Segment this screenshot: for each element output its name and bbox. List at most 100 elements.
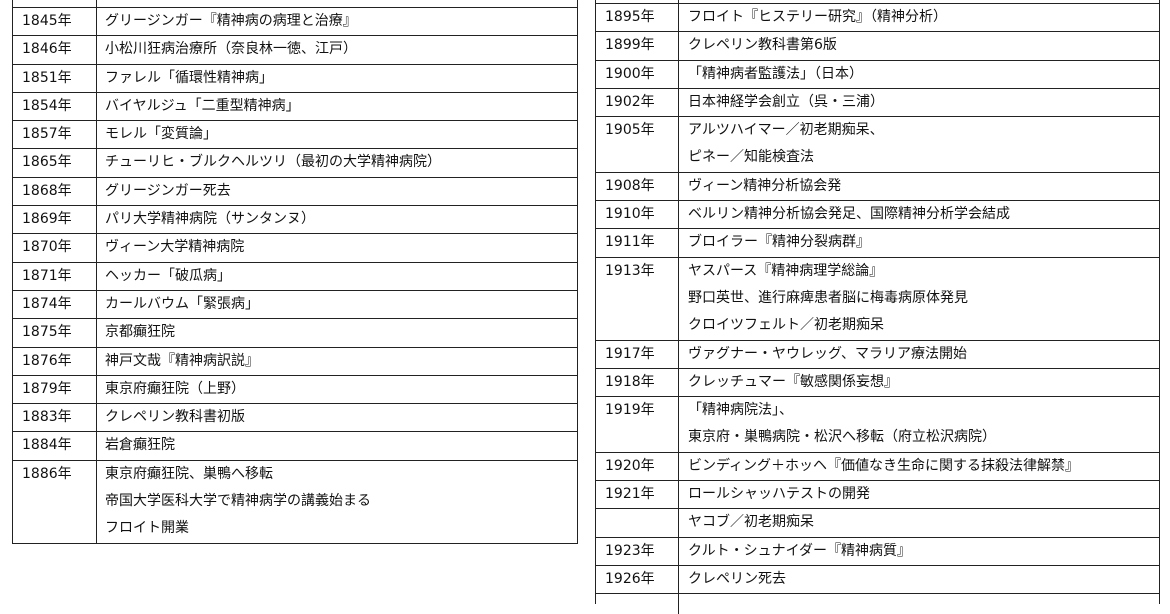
event-cell: クレッチュマー『敏感関係妄想』 (680, 369, 898, 396)
column-divider (678, 594, 679, 614)
event-cell: 岩倉癲狂院 (97, 432, 175, 459)
year-cell: 1895年 (605, 9, 655, 25)
year-cell: 1905年 (605, 122, 655, 139)
event-text: 日本神経学会創立（呉・三浦） (688, 93, 884, 110)
event-text: 東京府癲狂院、巣鴨へ移転 (105, 465, 273, 482)
event-text: 東京府癲狂院（上野） (105, 380, 245, 397)
table-row: 1876年 神戸文哉『精神病訳説』 (13, 347, 577, 376)
year-cell: 1868年 (22, 182, 72, 199)
column-divider (96, 432, 97, 460)
column-divider (678, 229, 679, 257)
event-text: ファレル「循環性精神病」 (105, 69, 273, 86)
event-cell: チューリヒ・ブルクヘルツリ（最初の大学精神病院） (97, 149, 441, 176)
year-cell: 1857年 (22, 126, 72, 143)
year-cell: 1913年 (605, 262, 655, 279)
event-text: フロイト開業 (105, 520, 189, 537)
table-row: 1923年 クルト・シュナイダー『精神病質』 (596, 537, 1159, 566)
column-divider (96, 375, 97, 404)
table-row: 1917年 ヴァグナー・ヤウレッグ、マラリア療法開始 (596, 340, 1159, 369)
timeline-table-left: 1845年 グリージンガー『精神病の病理と治療』 1846年 小松川狂病治療所（奈良林… (12, 0, 578, 544)
table-row: 1851年 ファレル「循環性精神病」 (13, 64, 577, 93)
year-cell: 1851年 (22, 69, 72, 86)
year-cell: 1879年 (22, 380, 72, 397)
column-divider (678, 509, 679, 537)
event-text: グリージンガー死去 (105, 182, 231, 199)
table-row: 1874年 カールバウム「緊張病」 (13, 290, 577, 320)
table-top-continuation (13, 0, 577, 8)
event-text: ブロイラー『精神分裂病群』 (688, 234, 870, 251)
year-cell: 1876年 (22, 352, 72, 369)
column-divider (678, 88, 679, 117)
event-text: クレペリン教科書第6版 (688, 37, 837, 54)
event-cell: カールバウム「緊張病」 (97, 291, 259, 318)
table-row: 1869年 パリ大学精神病院（サンタンヌ） (13, 206, 577, 235)
table-row: 1879年 東京府癲狂院（上野） (13, 375, 577, 405)
column-divider (678, 368, 679, 397)
event-text: ヴァグナー・ヤウレッグ、マラリア療法開始 (688, 345, 968, 362)
table-body: 1895年 フロイト『ヒステリー研究』（精神分析） 1899年 クレペリン教科書第6版… (596, 4, 1159, 595)
column-divider (678, 257, 679, 340)
event-text: クレペリン教科書初版 (105, 409, 245, 426)
year-cell (596, 509, 680, 536)
table-row: 1857年 モレル「変質論」 (13, 121, 577, 150)
column-divider (678, 4, 679, 32)
event-text: 小松川狂病治療所（奈良林一徳、江戸） (105, 41, 357, 58)
event-text: 岩倉癲狂院 (105, 437, 175, 454)
table-row: 1900年 「精神病者監護法」（日本） (596, 60, 1159, 89)
column-divider (96, 0, 97, 7)
event-text: チューリヒ・ブルクヘルツリ（最初の大学精神病院） (105, 154, 441, 171)
table-row: 1920年 ビンディング＋ホッヘ『価値なき生命に関する抹殺法律解禁』 (596, 452, 1159, 482)
table-row: 1846年 小松川狂病治療所（奈良林一徳、江戸） (13, 36, 577, 65)
event-cell: ヴィーン精神分析協会発 (680, 173, 841, 200)
table-row: 1908年 ヴィーン精神分析協会発 (596, 172, 1159, 202)
year-cell: 1845年 (22, 13, 72, 29)
year-cell: 1874年 (22, 295, 72, 312)
column-divider (678, 201, 679, 229)
column-divider (96, 290, 97, 319)
table-row: 1899年 クレペリン教科書第6版 (596, 32, 1159, 61)
table-bottom-continuation (596, 594, 1159, 614)
year-cell: 1919年 (605, 402, 655, 419)
event-cell: 神戸文哉『精神病訳説』 (97, 348, 259, 375)
table-row: 1926年 クレペリン死去 (596, 565, 1159, 595)
year-cell: 1911年 (605, 234, 655, 251)
event-cell: ビンディング＋ホッヘ『価値なき生命に関する抹殺法律解禁』 (680, 453, 1079, 480)
event-text: クレッチュマー『敏感関係妄想』 (688, 373, 898, 390)
column-divider (678, 0, 679, 3)
year-cell: 1875年 (22, 324, 72, 341)
column-divider (678, 32, 679, 60)
table-row: 1875年 京都癲狂院 (13, 319, 577, 348)
event-cell: クレペリン死去 (680, 566, 786, 593)
table-row: 1871年 ヘッカー「破瓜病」 (13, 262, 577, 291)
year-cell: 1870年 (22, 239, 72, 256)
column-divider (96, 121, 97, 149)
year-cell: 1854年 (22, 97, 72, 114)
event-cell: バイヤルジュ「二重型精神病」 (97, 93, 300, 120)
event-cell: 東京府癲狂院、巣鴨へ移転帝国大学医科大学で精神病学の講義始まる フロイト開業 (97, 461, 371, 543)
event-text: 帝国大学医科大学で精神病学の講義始まる (105, 493, 371, 510)
event-text: カールバウム「緊張病」 (105, 295, 259, 312)
table-row: 1884年 岩倉癲狂院 (13, 432, 577, 461)
event-text: 「精神病者監護法」（日本） (688, 65, 863, 82)
event-text: 「精神病院法」、 (688, 402, 793, 419)
event-cell: グリージンガー死去 (97, 178, 231, 205)
column-divider (678, 60, 679, 88)
event-cell: 東京府癲狂院（上野） (97, 376, 245, 403)
table-row: 1913年 ヤスパース『精神病理学総論』 野口英世、進行麻痺患者脳に梅毒病原体発見ク… (596, 257, 1159, 341)
table-row: 1865年 チューリヒ・ブルクヘルツリ（最初の大学精神病院） (13, 149, 577, 178)
event-text: ピネー／知能検査法 (688, 149, 814, 166)
table-row: 1854年 バイヤルジュ「二重型精神病」 (13, 92, 577, 122)
table-row: 1870年 ヴィーン大学精神病院 (13, 234, 577, 263)
table-row: 1868年 グリージンガー死去 (13, 177, 577, 207)
event-text: 野口英世、進行麻痺患者脳に梅毒病原体発見 (688, 289, 968, 306)
column-divider (678, 172, 679, 201)
event-cell: ヴァグナー・ヤウレッグ、マラリア療法開始 (680, 341, 967, 368)
event-cell: クレペリン教科書第6版 (680, 32, 837, 59)
event-cell: 「精神病者監護法」（日本） (680, 61, 863, 88)
table-top-continuation (596, 0, 1159, 4)
year-cell: 1883年 (22, 409, 72, 426)
event-text: モレル「変質論」 (105, 126, 217, 143)
event-cell: ファレル「循環性精神病」 (97, 65, 273, 92)
event-cell: 京都癲狂院 (97, 319, 175, 346)
year-cell: 1910年 (605, 206, 655, 223)
